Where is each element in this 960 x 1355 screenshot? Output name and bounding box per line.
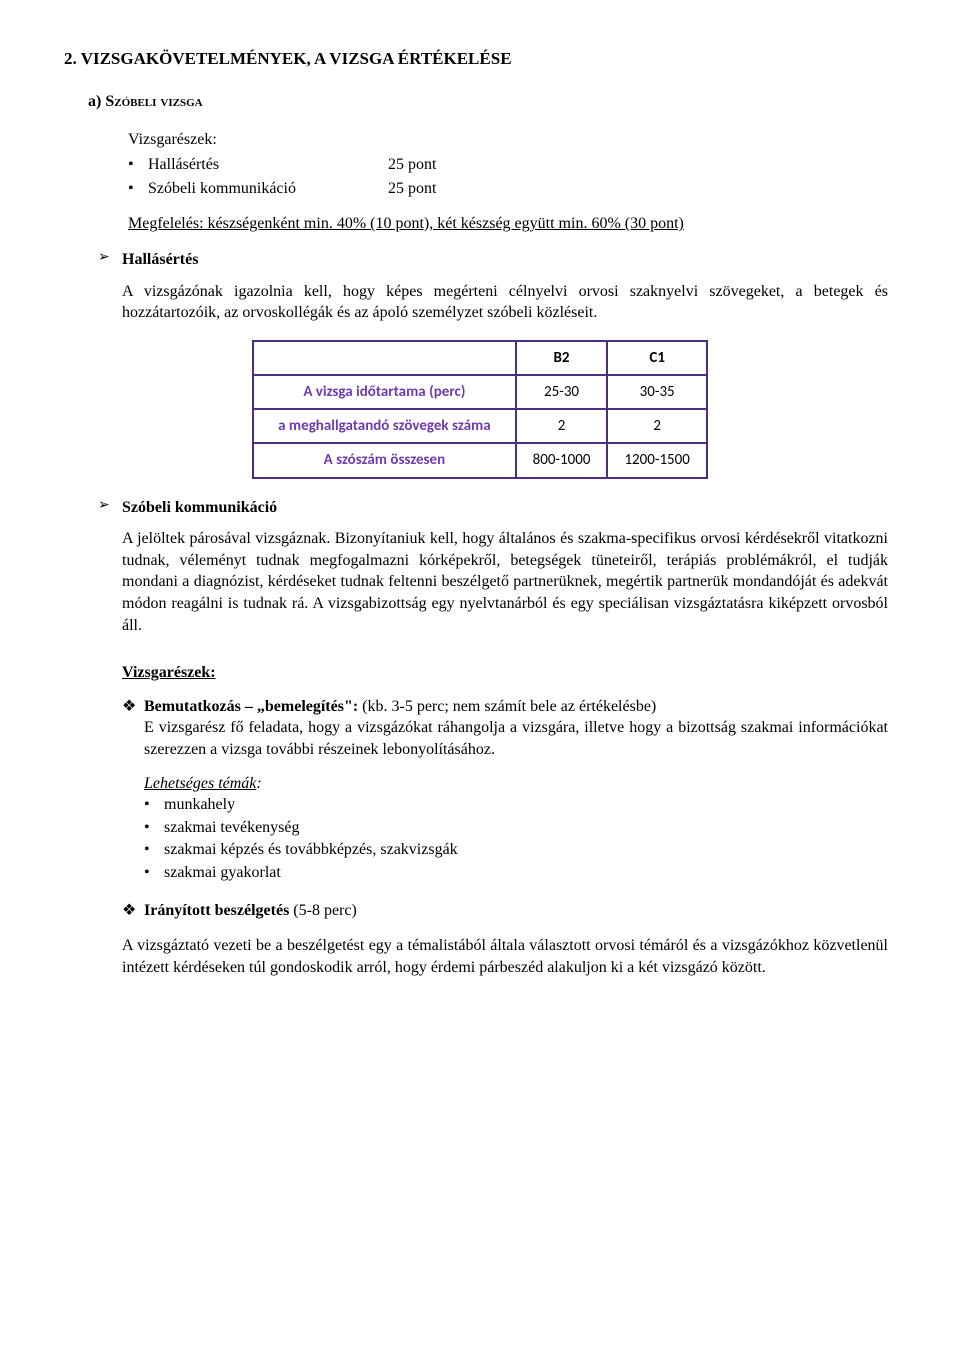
topic-1: munkahely — [164, 794, 235, 816]
topics-list: •munkahely •szakmai tevékenység •szakmai… — [144, 794, 896, 883]
topics-colon: : — [256, 775, 261, 792]
triangle-icon: ➢ — [98, 497, 122, 516]
topics-title: Lehetséges témák — [144, 775, 256, 792]
heading-sub: a) Szóbeli vizsga — [88, 91, 896, 113]
part-row-2: • Szóbeli kommunikáció 25 pont — [128, 178, 896, 200]
table-corner-cell — [253, 341, 515, 375]
szobeli-paragraph: A jelöltek párosával vizsgáznak. Bizonyí… — [122, 528, 888, 636]
part-row-1: • Hallásértés 25 pont — [128, 154, 896, 176]
part-2-value: 25 pont — [388, 178, 436, 200]
bullet-icon: • — [128, 178, 148, 200]
topic-row: •munkahely — [144, 794, 896, 816]
section-hallasertes: ➢ Hallásértés — [98, 249, 896, 271]
topic-row: •szakmai gyakorlat — [144, 862, 896, 884]
table-row: A vizsga időtartama (perc) 25-30 30-35 — [253, 375, 707, 409]
row3-c1: 1200-1500 — [607, 443, 706, 477]
topic-row: •szakmai képzés és továbbképzés, szakviz… — [144, 839, 896, 861]
row2-label: a meghallgatandó szövegek száma — [253, 409, 515, 443]
row3-label: A szószám összesen — [253, 443, 515, 477]
bullet-icon: • — [144, 839, 164, 861]
parts-title: Vizsgarészek: — [128, 129, 896, 151]
row3-b2: 800-1000 — [516, 443, 608, 477]
row1-label: A vizsga időtartama (perc) — [253, 375, 515, 409]
heading-main: 2. VIZSGAKÖVETELMÉNYEK, A VIZSGA ÉRTÉKEL… — [64, 48, 896, 71]
bullet-icon: • — [144, 817, 164, 839]
diamond-icon: ❖ — [122, 696, 144, 718]
part-1-value: 25 pont — [388, 154, 436, 176]
section-szobeli-label: Szóbeli kommunikáció — [122, 497, 277, 519]
col-b2: B2 — [516, 341, 608, 375]
threshold-text: Megfelelés: készségenként min. 40% (10 p… — [128, 213, 896, 235]
diamond-1-text: Bemutatkozás – „bemelegítés": (kb. 3-5 p… — [144, 696, 888, 761]
diamond-item-iranyitott: ❖ Irányított beszélgetés (5-8 perc) — [122, 900, 888, 922]
row2-c1: 2 — [607, 409, 706, 443]
diamond-1-title: Bemutatkozás – „bemelegítés": — [144, 698, 358, 715]
hallasertes-paragraph: A vizsgázónak igazolnia kell, hogy képes… — [122, 281, 888, 324]
final-paragraph: A vizsgáztató vezeti be a beszélgetést e… — [122, 935, 888, 978]
triangle-icon: ➢ — [98, 249, 122, 268]
bullet-icon: • — [144, 794, 164, 816]
diamond-icon: ❖ — [122, 900, 144, 922]
diamond-2-text: Irányított beszélgetés (5-8 perc) — [144, 900, 888, 922]
part-2-label: Szóbeli kommunikáció — [148, 178, 388, 200]
exam-table: B2 C1 A vizsga időtartama (perc) 25-30 3… — [252, 340, 708, 479]
topic-3: szakmai képzés és továbbképzés, szakvizs… — [164, 839, 458, 861]
table-header-row: B2 C1 — [253, 341, 707, 375]
topic-4: szakmai gyakorlat — [164, 862, 281, 884]
heading-sub-prefix: a) — [88, 93, 105, 110]
parts-heading-2: Vizsgarészek: — [122, 662, 888, 684]
diamond-item-bemutatkozas: ❖ Bemutatkozás – „bemelegítés": (kb. 3-5… — [122, 696, 888, 761]
row2-b2: 2 — [516, 409, 608, 443]
bullet-icon: • — [128, 154, 148, 176]
row1-c1: 30-35 — [607, 375, 706, 409]
diamond-2-note: (5-8 perc) — [289, 902, 357, 919]
parts-list: • Hallásértés 25 pont • Szóbeli kommunik… — [128, 154, 896, 199]
topic-row: •szakmai tevékenység — [144, 817, 896, 839]
diamond-1-note: (kb. 3-5 perc; nem számít bele az értéke… — [358, 698, 656, 715]
topic-2: szakmai tevékenység — [164, 817, 300, 839]
col-c1: C1 — [607, 341, 706, 375]
heading-sub-text: Szóbeli vizsga — [105, 93, 202, 110]
part-1-label: Hallásértés — [148, 154, 388, 176]
diamond-1-body: E vizsgarész fő feladata, hogy a vizsgáz… — [144, 719, 888, 758]
table-row: a meghallgatandó szövegek száma 2 2 — [253, 409, 707, 443]
bullet-icon: • — [144, 862, 164, 884]
topics-title-line: Lehetséges témák: — [144, 773, 896, 795]
diamond-2-title: Irányított beszélgetés — [144, 902, 289, 919]
section-szobeli: ➢ Szóbeli kommunikáció — [98, 497, 896, 519]
row1-b2: 25-30 — [516, 375, 608, 409]
table-row: A szószám összesen 800-1000 1200-1500 — [253, 443, 707, 477]
section-hallasertes-label: Hallásértés — [122, 249, 198, 271]
